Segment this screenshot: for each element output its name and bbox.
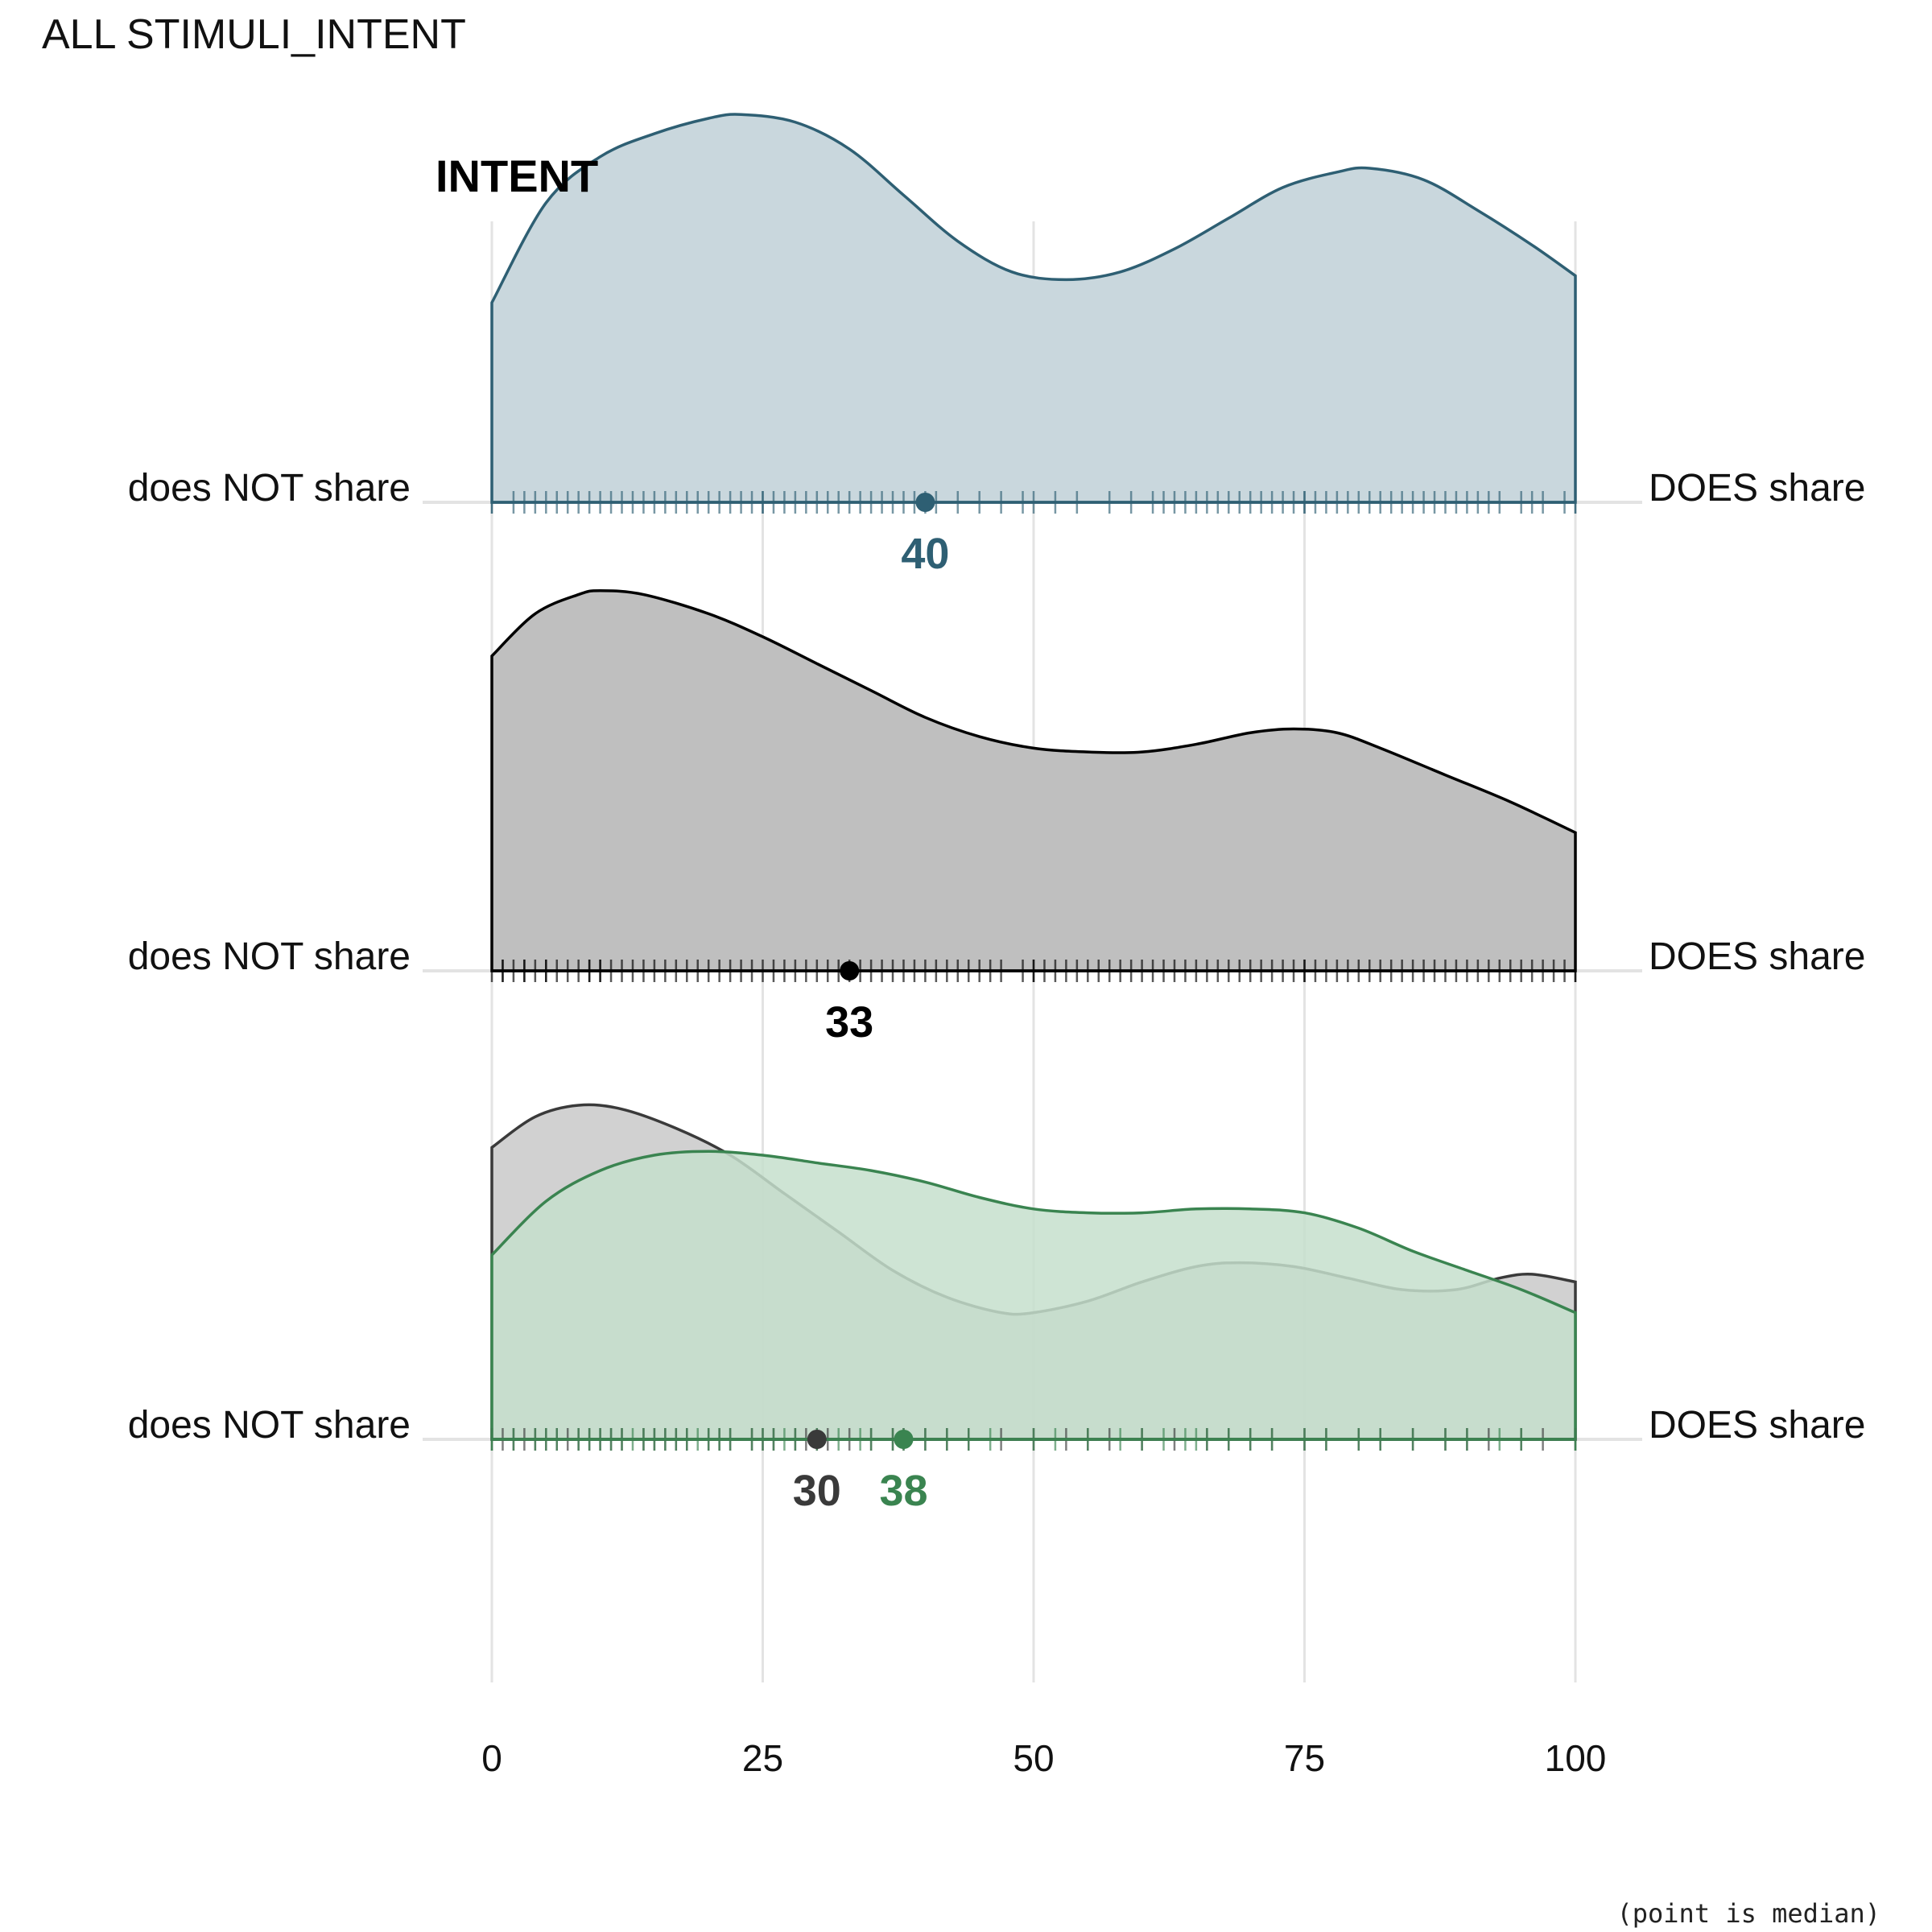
left-label: does NOT share (128, 467, 411, 510)
median-label: 40 (901, 530, 949, 578)
x-tick-label: 0 (481, 1737, 502, 1779)
x-tick-label: 25 (742, 1737, 783, 1779)
x-tick-label: 75 (1284, 1737, 1325, 1779)
labels-layer: 0 25 50 75 100 (481, 1737, 1606, 1779)
row-1: 40 does NOT share DOES share (128, 113, 1865, 578)
x-tick-label: 100 (1545, 1737, 1607, 1779)
left-label: does NOT share (128, 1404, 411, 1447)
x-tick-label: 50 (1013, 1737, 1054, 1779)
median-label: 30 (793, 1467, 841, 1515)
density-area-2-1 (490, 589, 1577, 972)
median-point (840, 961, 860, 980)
density-area-1-1 (490, 113, 1577, 504)
right-label: DOES share (1649, 467, 1865, 510)
right-label: DOES share (1649, 935, 1865, 978)
median-label: 33 (825, 998, 873, 1046)
left-label: does NOT share (128, 935, 411, 978)
median-point (807, 1430, 827, 1449)
right-label: DOES share (1649, 1404, 1865, 1447)
row-3: 30 38 does NOT share DOES share (128, 1103, 1865, 1515)
rows-layer: 40 does NOT share DOES share 33 does NOT sha… (128, 113, 1865, 1515)
caption: (point is median) (1616, 1898, 1880, 1929)
median-label: 38 (879, 1467, 927, 1515)
median-point (894, 1430, 914, 1449)
panel-title: INTENT (436, 151, 598, 201)
page-title: ALL STIMULI_INTENT (42, 11, 466, 58)
density-area-3-2 (490, 1150, 1577, 1441)
median-point (915, 493, 935, 512)
row-2: 33 does NOT share DOES share (128, 589, 1865, 1046)
